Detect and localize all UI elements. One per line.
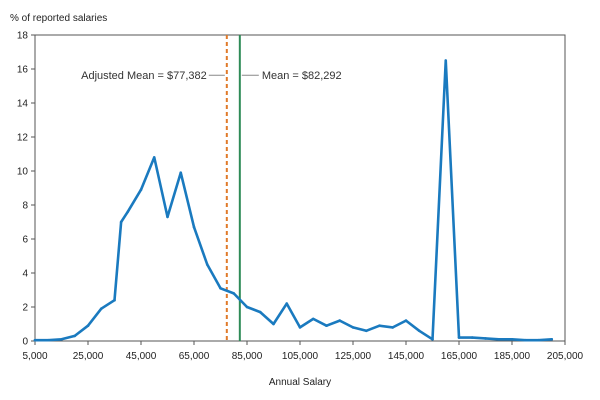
data-point [378,324,381,328]
x-tick-label: 185,000 [494,351,531,362]
data-point [73,334,77,338]
data-point [205,263,209,266]
data-point [166,215,169,219]
data-point [537,338,540,342]
data-point [272,322,275,326]
data-point [139,188,143,191]
mean-label: Mean = $82,292 [262,70,342,82]
data-point [46,338,50,342]
data-point [510,338,514,341]
data-point [245,305,249,309]
data-point [404,319,408,322]
x-tick-label: 45,000 [126,351,157,362]
x-tick-label: 25,000 [73,351,104,362]
x-axis-ticks: 5,000 25,000 45,000 65,000 85,000 105,000 125,… [22,341,584,362]
y-tick-label: 12 [17,133,29,144]
y-axis-ticks: 0 2 4 6 8 10 12 14 16 18 [17,31,35,348]
data-point [470,336,474,339]
series-line [33,59,554,342]
y-tick-label: 0 [22,337,28,348]
mean-annotations: Adjusted Mean = $77,382 Mean = $82,292 [81,35,342,341]
y-tick-label: 8 [22,201,28,212]
data-point [99,307,103,311]
data-point [258,310,262,314]
data-point [457,336,461,339]
y-axis-title: % of reported salaries [10,13,107,24]
data-point [298,326,302,329]
x-tick-label: 145,000 [388,351,425,362]
x-tick-label: 105,000 [282,351,319,362]
data-point [364,329,368,333]
data-point [431,338,434,341]
x-tick-label: 65,000 [179,351,210,362]
data-point [444,59,448,62]
x-tick-label: 165,000 [441,351,478,362]
data-point [484,337,487,340]
data-point [325,324,328,328]
series-layer [33,59,554,342]
data-point [285,302,289,305]
data-point [113,298,116,302]
adjusted-mean-label: Adjusted Mean = $77,382 [81,70,207,82]
data-point [152,156,156,159]
x-axis-title: Annual Salary [269,377,331,388]
data-point [311,317,315,321]
y-tick-label: 14 [17,99,29,110]
data-point [33,338,37,342]
y-tick-label: 18 [17,31,29,42]
data-point [232,292,236,295]
data-point [417,329,421,333]
data-point [86,324,90,328]
y-tick-label: 2 [22,303,28,314]
data-point [391,326,395,329]
data-point [119,220,123,224]
y-tick-label: 10 [17,167,29,178]
x-tick-label: 5,000 [22,351,47,362]
x-tick-label: 85,000 [232,351,263,362]
data-point [338,319,342,322]
y-tick-label: 16 [17,65,29,76]
y-tick-label: 4 [22,269,28,280]
data-point [550,338,554,341]
data-point [192,225,196,229]
data-point [126,210,130,214]
data-point [523,338,527,342]
data-point [219,287,222,290]
data-point [179,171,183,174]
y-tick-label: 6 [22,235,28,246]
data-point [351,326,355,329]
data-point [60,338,63,341]
x-tick-label: 125,000 [335,351,372,362]
data-point [497,338,501,341]
x-tick-label: 205,000 [547,351,584,362]
